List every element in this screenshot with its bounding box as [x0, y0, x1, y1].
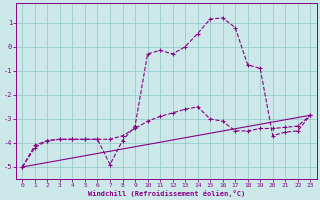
X-axis label: Windchill (Refroidissement éolien,°C): Windchill (Refroidissement éolien,°C) [88, 190, 245, 197]
